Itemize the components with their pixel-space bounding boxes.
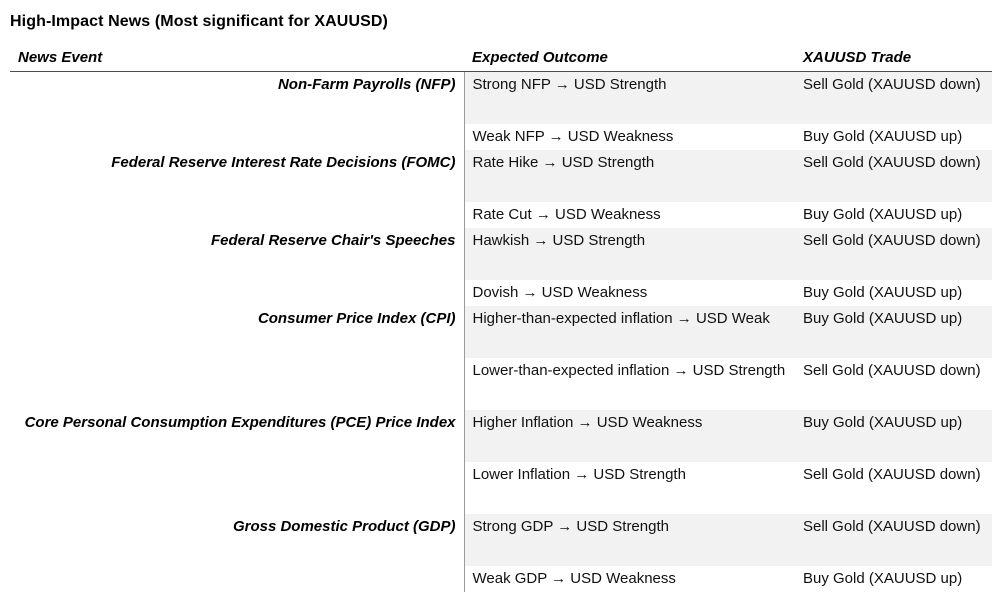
xauusd-trade-cell: Sell Gold (XAUUSD down) — [795, 149, 992, 202]
xauusd-trade-cell: Buy Gold (XAUUSD up) — [795, 409, 992, 462]
expected-outcome-cell: Higher-than-expected inflation → USD Wea… — [464, 305, 795, 358]
table-row: Consumer Price Index (CPI) Higher-than-e… — [10, 305, 992, 358]
xauusd-trade-cell: Sell Gold (XAUUSD down) — [795, 71, 992, 124]
expected-outcome-cell: Weak NFP → USD Weakness — [464, 123, 795, 150]
table-row: Lower Inflation → USD Strength Sell Gold… — [10, 461, 992, 514]
news-event-cell — [10, 461, 465, 514]
news-event-cell: Gross Domestic Product (GDP) — [10, 513, 465, 566]
table-row: Non-Farm Payrolls (NFP) Strong NFP → USD… — [10, 71, 992, 124]
xauusd-trade-cell: Buy Gold (XAUUSD up) — [795, 279, 992, 306]
xauusd-trade-cell: Sell Gold (XAUUSD down) — [795, 513, 992, 566]
expected-outcome-cell: Hawkish → USD Strength — [464, 227, 795, 280]
news-event-cell: Non-Farm Payrolls (NFP) — [10, 71, 465, 124]
table-row: Weak GDP → USD Weakness Buy Gold (XAUUSD… — [10, 565, 992, 592]
news-event-cell: Federal Reserve Chair's Speeches — [10, 227, 465, 280]
expected-outcome-cell: Dovish → USD Weakness — [464, 279, 795, 306]
column-header-news-event: News Event — [10, 45, 464, 72]
expected-outcome-cell: Strong GDP → USD Strength — [464, 513, 795, 566]
table-row: Dovish → USD Weakness Buy Gold (XAUUSD u… — [10, 279, 992, 306]
table-row: Federal Reserve Chair's Speeches Hawkish… — [10, 227, 992, 280]
column-header-xauusd-trade: XAUUSD Trade — [795, 45, 992, 72]
news-event-cell — [10, 357, 465, 410]
xauusd-trade-cell: Sell Gold (XAUUSD down) — [795, 461, 992, 514]
news-event-cell: Core Personal Consumption Expenditures (… — [10, 409, 465, 462]
expected-outcome-cell: Lower Inflation → USD Strength — [464, 461, 795, 514]
table-row: Gross Domestic Product (GDP) Strong GDP … — [10, 513, 992, 566]
table-row: Core Personal Consumption Expenditures (… — [10, 409, 992, 462]
table-row: Federal Reserve Interest Rate Decisions … — [10, 149, 992, 202]
page-title: High-Impact News (Most significant for X… — [10, 13, 388, 30]
table-row: Rate Cut → USD Weakness Buy Gold (XAUUSD… — [10, 201, 992, 228]
xauusd-trade-cell: Buy Gold (XAUUSD up) — [795, 565, 992, 592]
expected-outcome-cell: Strong NFP → USD Strength — [464, 71, 795, 124]
expected-outcome-cell: Rate Cut → USD Weakness — [464, 201, 795, 228]
xauusd-trade-cell: Buy Gold (XAUUSD up) — [795, 201, 992, 228]
expected-outcome-cell: Weak GDP → USD Weakness — [464, 565, 795, 592]
column-header-expected-outcome: Expected Outcome — [464, 45, 795, 72]
news-event-cell: Federal Reserve Interest Rate Decisions … — [10, 149, 465, 202]
news-event-cell: Consumer Price Index (CPI) — [10, 305, 465, 358]
table-row: Weak NFP → USD Weakness Buy Gold (XAUUSD… — [10, 123, 992, 150]
expected-outcome-cell: Rate Hike → USD Strength — [464, 149, 795, 202]
xauusd-trade-cell: Sell Gold (XAUUSD down) — [795, 357, 992, 410]
table-header-row: News Event Expected Outcome XAUUSD Trade — [10, 45, 992, 72]
news-impact-table: News Event Expected Outcome XAUUSD Trade… — [10, 45, 992, 592]
xauusd-trade-cell: Sell Gold (XAUUSD down) — [795, 227, 992, 280]
news-event-cell — [10, 279, 465, 306]
expected-outcome-cell: Higher Inflation → USD Weakness — [464, 409, 795, 462]
news-event-cell — [10, 123, 465, 150]
xauusd-trade-cell: Buy Gold (XAUUSD up) — [795, 305, 992, 358]
news-event-cell — [10, 565, 465, 592]
table-row: Lower-than-expected inflation → USD Stre… — [10, 357, 992, 410]
news-event-cell — [10, 201, 465, 228]
xauusd-trade-cell: Buy Gold (XAUUSD up) — [795, 123, 992, 150]
expected-outcome-cell: Lower-than-expected inflation → USD Stre… — [464, 357, 795, 410]
